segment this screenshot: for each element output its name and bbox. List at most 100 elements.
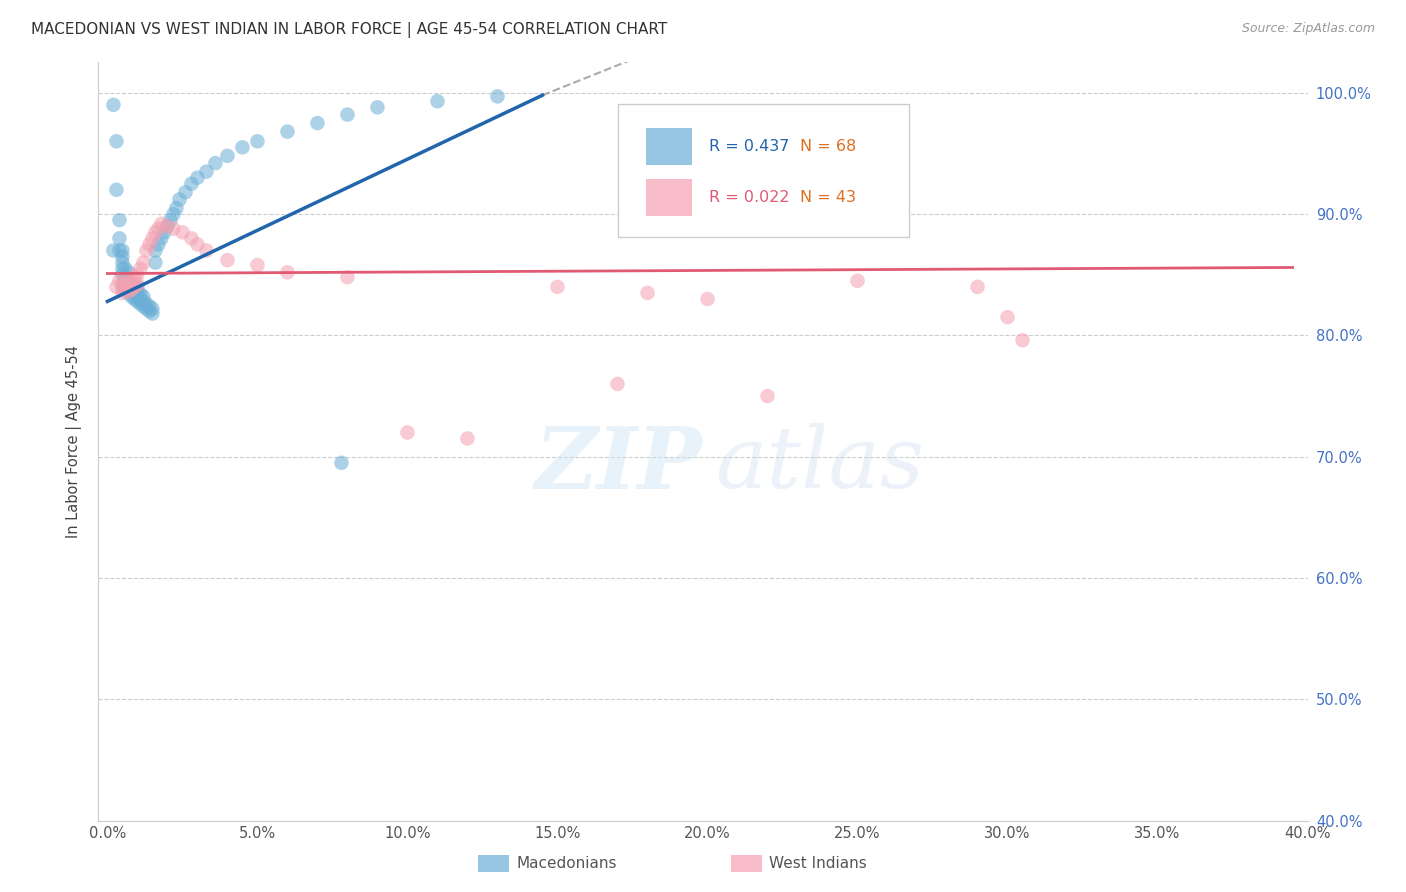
- Point: [547, 280, 569, 294]
- Point: [145, 225, 167, 239]
- Point: [180, 231, 202, 245]
- Point: [156, 219, 179, 234]
- Point: [141, 301, 163, 316]
- Point: [145, 244, 167, 258]
- Point: [108, 244, 131, 258]
- Point: [141, 231, 163, 245]
- Point: [108, 231, 131, 245]
- Point: [162, 207, 184, 221]
- Point: [756, 389, 779, 403]
- Point: [846, 274, 869, 288]
- Point: [1011, 333, 1033, 347]
- Text: N = 68: N = 68: [800, 139, 856, 154]
- Point: [127, 289, 149, 303]
- Point: [120, 285, 142, 299]
- Point: [124, 285, 146, 300]
- Point: [111, 261, 134, 276]
- Point: [114, 274, 136, 288]
- Point: [114, 270, 136, 285]
- Point: [426, 95, 449, 109]
- Point: [105, 280, 128, 294]
- Point: [129, 292, 152, 306]
- Text: R = 0.022: R = 0.022: [709, 190, 790, 205]
- Point: [276, 265, 298, 279]
- Point: [103, 98, 125, 112]
- Point: [486, 89, 509, 103]
- Point: [217, 253, 239, 268]
- Point: [129, 287, 152, 301]
- FancyBboxPatch shape: [647, 179, 692, 216]
- Point: [132, 255, 155, 269]
- Point: [120, 277, 142, 292]
- Point: [148, 221, 170, 235]
- Point: [186, 237, 208, 252]
- Point: [696, 292, 718, 306]
- Text: West Indians: West Indians: [769, 856, 868, 871]
- Text: Macedonians: Macedonians: [516, 856, 616, 871]
- Text: R = 0.437: R = 0.437: [709, 139, 789, 154]
- Point: [217, 149, 239, 163]
- Point: [117, 265, 139, 279]
- Point: [108, 213, 131, 227]
- Point: [141, 307, 163, 321]
- Point: [159, 213, 181, 227]
- Point: [111, 280, 134, 294]
- Point: [336, 107, 359, 121]
- Point: [127, 294, 149, 309]
- Point: [111, 285, 134, 300]
- Point: [117, 274, 139, 288]
- Point: [195, 164, 218, 178]
- Point: [111, 250, 134, 264]
- Point: [138, 304, 160, 318]
- Point: [135, 301, 157, 316]
- Point: [148, 237, 170, 252]
- Point: [156, 219, 179, 234]
- Point: [120, 282, 142, 296]
- Point: [162, 221, 184, 235]
- Point: [105, 183, 128, 197]
- Point: [114, 282, 136, 296]
- Point: [117, 277, 139, 292]
- Point: [195, 244, 218, 258]
- Point: [114, 282, 136, 296]
- Point: [117, 280, 139, 294]
- Point: [456, 432, 478, 446]
- Point: [120, 274, 142, 288]
- FancyBboxPatch shape: [619, 104, 908, 236]
- Point: [138, 299, 160, 313]
- Point: [117, 285, 139, 299]
- Point: [169, 193, 191, 207]
- Point: [153, 225, 176, 239]
- Text: N = 43: N = 43: [800, 190, 856, 205]
- Point: [186, 170, 208, 185]
- Y-axis label: In Labor Force | Age 45-54: In Labor Force | Age 45-54: [66, 345, 83, 538]
- Text: Source: ZipAtlas.com: Source: ZipAtlas.com: [1241, 22, 1375, 36]
- Point: [231, 140, 253, 154]
- Point: [606, 376, 628, 391]
- Point: [124, 292, 146, 306]
- Point: [114, 261, 136, 276]
- Point: [165, 201, 187, 215]
- Point: [180, 177, 202, 191]
- Text: ZIP: ZIP: [536, 423, 703, 506]
- Point: [124, 280, 146, 294]
- Point: [246, 258, 269, 272]
- Point: [396, 425, 419, 440]
- Point: [174, 186, 197, 200]
- Point: [336, 270, 359, 285]
- Point: [997, 310, 1019, 325]
- Point: [120, 289, 142, 303]
- Point: [132, 299, 155, 313]
- Point: [330, 456, 353, 470]
- Point: [204, 156, 226, 170]
- Point: [111, 255, 134, 269]
- Point: [111, 268, 134, 282]
- Text: MACEDONIAN VS WEST INDIAN IN LABOR FORCE | AGE 45-54 CORRELATION CHART: MACEDONIAN VS WEST INDIAN IN LABOR FORCE…: [31, 22, 668, 38]
- Point: [105, 134, 128, 148]
- Point: [111, 244, 134, 258]
- Point: [129, 297, 152, 311]
- Point: [127, 268, 149, 282]
- Point: [307, 116, 329, 130]
- Point: [127, 285, 149, 299]
- Point: [276, 125, 298, 139]
